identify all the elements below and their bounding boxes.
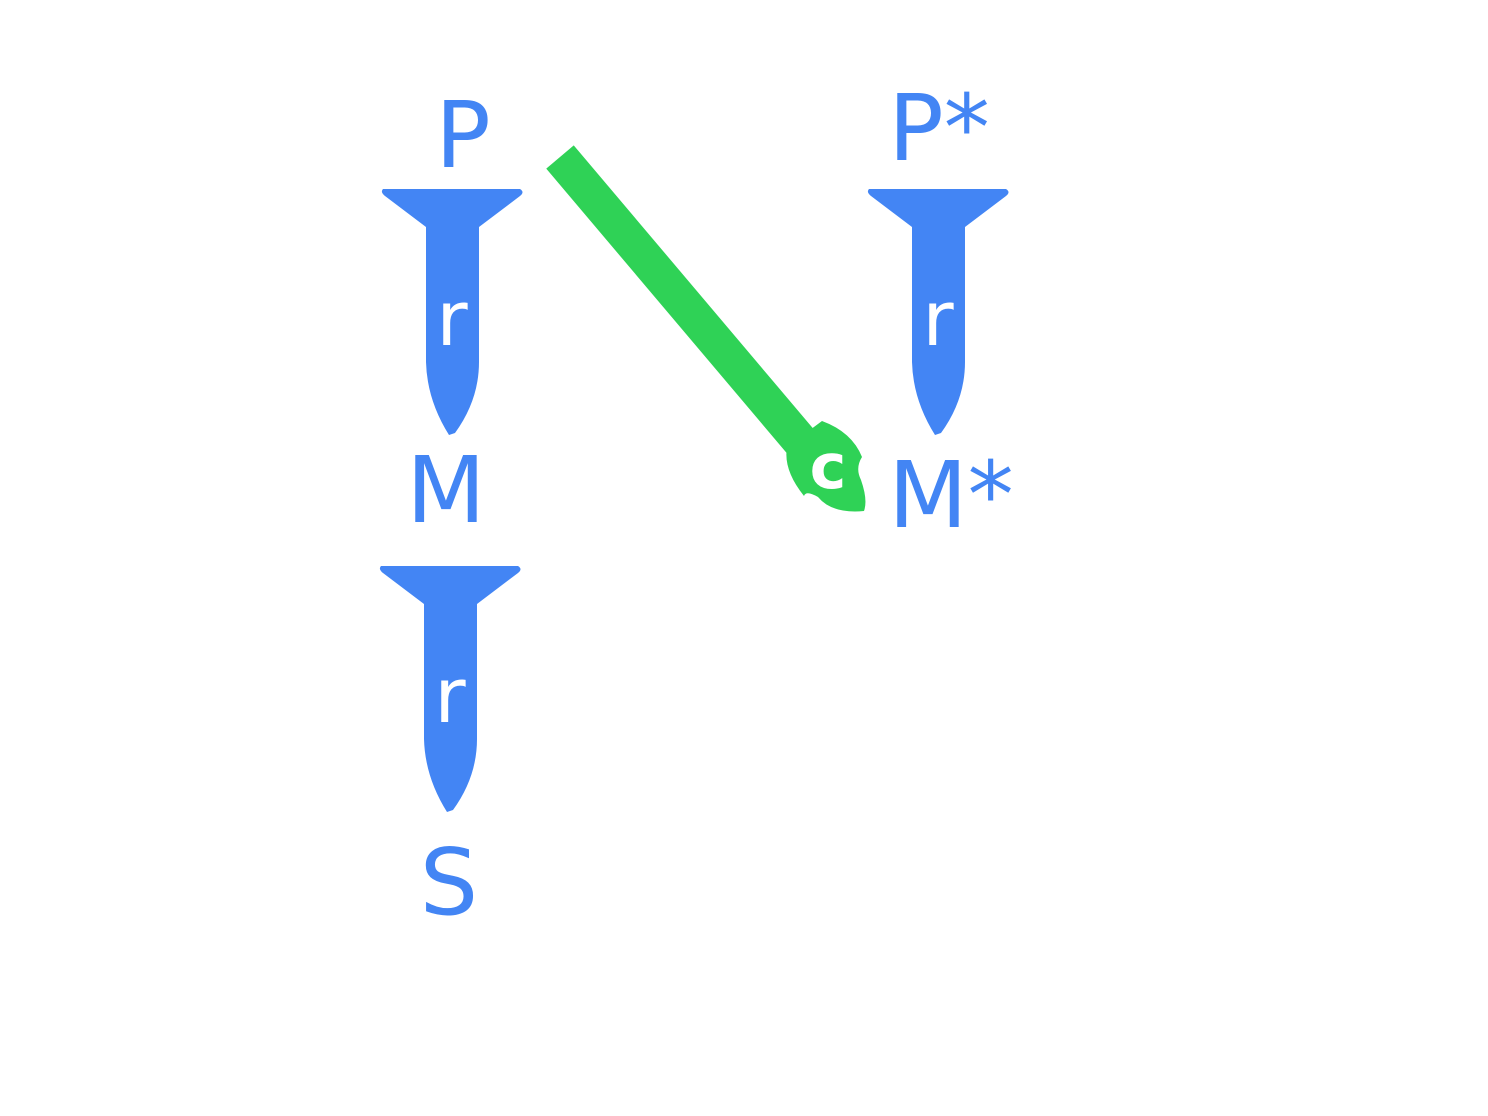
arrow-p-to-mstar: c [546,145,866,512]
arrow-p-to-m: r [381,189,523,435]
arrow-p-to-m-label: r [436,274,468,363]
arrow-p-to-mstar-label: c [810,430,847,503]
arrow-pstar-to-mstar: r [867,189,1009,435]
node-p: P [435,82,490,189]
arrow-pstar-to-mstar-shape [867,189,1009,435]
node-m-star: M* [888,442,1013,549]
arrow-m-to-s: r [379,566,521,812]
node-p-star: P* [888,75,989,182]
arrow-p-to-mstar-head [786,421,866,512]
arrow-pstar-to-mstar-label: r [922,274,954,363]
arrow-m-to-s-label: r [434,651,466,740]
node-m: M [406,437,485,544]
arrow-p-to-mstar-shaft [546,145,820,460]
arrow-m-to-s-shape [379,566,521,812]
arrow-p-to-m-shape [381,189,523,435]
node-s: S [420,829,478,936]
